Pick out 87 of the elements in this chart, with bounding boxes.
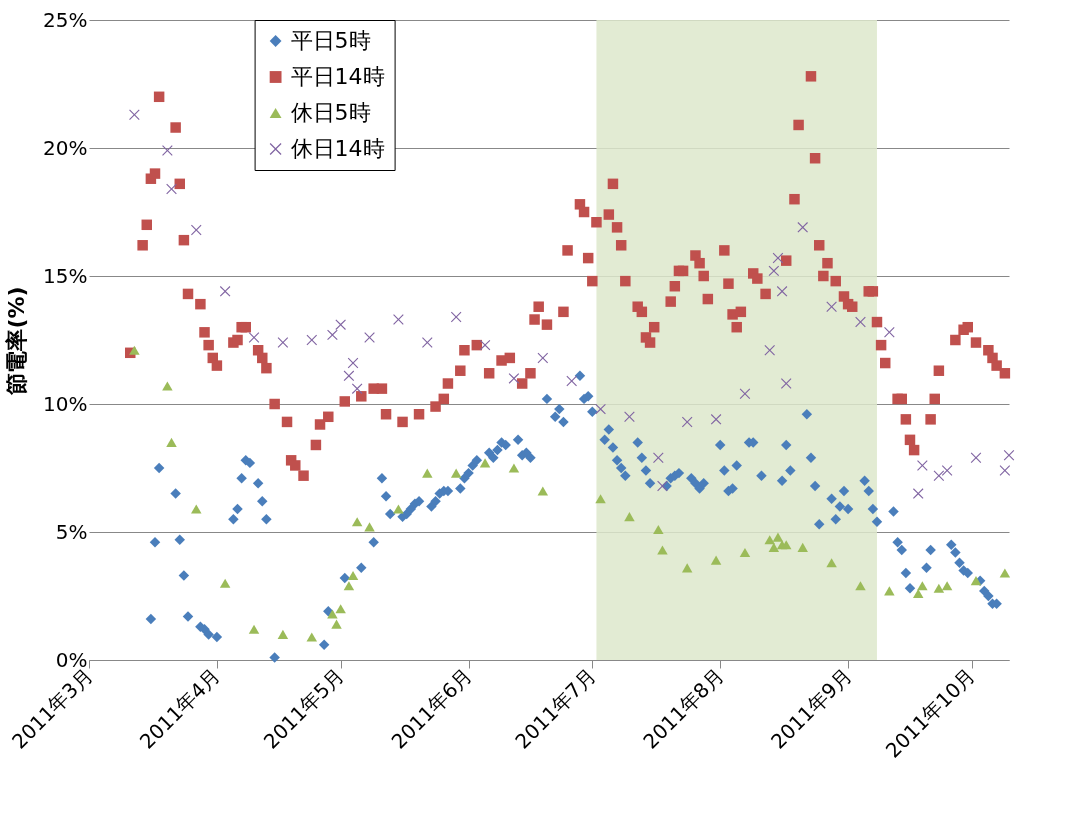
point [422, 337, 433, 348]
point [191, 504, 202, 514]
point [129, 109, 140, 120]
point [595, 494, 606, 504]
point [306, 334, 318, 346]
point [347, 570, 359, 581]
point [764, 535, 775, 545]
point [331, 619, 342, 629]
point [739, 547, 751, 558]
point [912, 488, 924, 499]
legend-label: 平日5時 [290, 28, 371, 53]
y-tick-label: 20% [43, 135, 88, 160]
point [624, 411, 635, 423]
legend-label: 平日14時 [290, 64, 385, 89]
y-tick-label: 15% [43, 263, 88, 288]
point [933, 470, 945, 481]
y-tick-label: 10% [43, 391, 88, 416]
point [166, 183, 177, 195]
point [917, 581, 928, 591]
point [537, 486, 549, 496]
point [277, 629, 289, 639]
point [884, 327, 895, 338]
point [595, 403, 606, 415]
point [327, 609, 338, 619]
point [335, 319, 346, 330]
point [624, 512, 635, 522]
point [797, 542, 808, 552]
y-axis-title: 節電率(%) [4, 286, 30, 396]
point [422, 468, 433, 478]
point [941, 581, 953, 591]
point [999, 568, 1011, 578]
point [912, 588, 924, 598]
point [306, 632, 318, 642]
point [826, 558, 837, 568]
point [826, 301, 837, 312]
point [855, 316, 866, 328]
point [166, 437, 177, 447]
point [855, 581, 866, 591]
point [351, 383, 363, 394]
point [970, 452, 982, 463]
point [335, 604, 346, 614]
point [327, 329, 338, 341]
point [248, 624, 260, 634]
point [681, 563, 693, 573]
point [219, 578, 231, 588]
point [681, 416, 693, 428]
point [129, 345, 140, 355]
legend-label: 休日14時 [290, 136, 385, 161]
point [351, 517, 363, 527]
point [797, 222, 808, 233]
point [450, 468, 462, 478]
point [364, 522, 375, 532]
point [780, 540, 792, 550]
point [219, 286, 231, 297]
point [393, 504, 404, 514]
point [780, 378, 792, 389]
point [999, 465, 1011, 476]
point [710, 555, 722, 565]
point [343, 370, 355, 382]
point [776, 286, 788, 297]
point [450, 311, 462, 323]
point [566, 375, 577, 387]
point [710, 414, 722, 425]
point [970, 576, 982, 586]
point [657, 480, 668, 492]
point [248, 332, 260, 343]
legend-label: 休日5時 [290, 100, 371, 125]
point [537, 352, 549, 364]
point [772, 532, 784, 542]
point [343, 581, 355, 591]
point [739, 388, 751, 399]
point [933, 583, 945, 593]
point [479, 458, 491, 468]
point [768, 542, 780, 552]
point [191, 224, 202, 236]
point [768, 265, 780, 277]
point [653, 524, 664, 534]
point [508, 373, 520, 384]
point [764, 345, 775, 356]
point [657, 545, 668, 555]
y-tick-label: 25% [43, 7, 88, 32]
point [653, 452, 664, 463]
point [941, 465, 953, 476]
point [508, 463, 520, 473]
point [277, 337, 289, 348]
y-tick-label: 5% [55, 519, 88, 544]
point [162, 381, 173, 391]
